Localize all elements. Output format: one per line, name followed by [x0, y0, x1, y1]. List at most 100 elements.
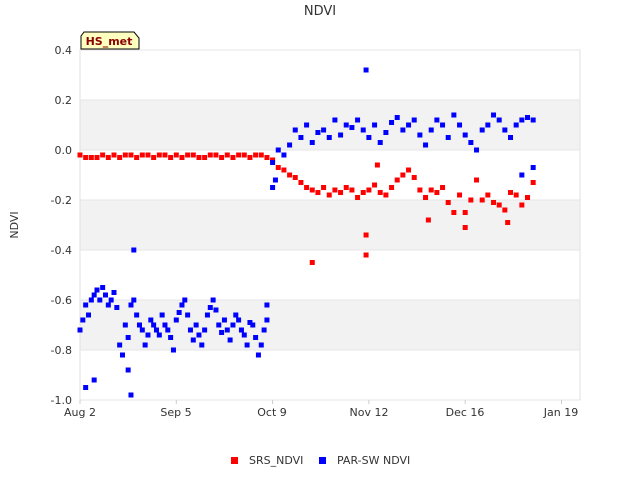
srs-ndvi-point [468, 197, 474, 203]
par-sw-ndvi-point [519, 172, 525, 178]
par-sw-ndvi-point [221, 317, 227, 323]
par-sw-ndvi-point [224, 327, 230, 333]
srs-ndvi-point [128, 152, 134, 158]
srs-ndvi-point [224, 152, 230, 158]
srs-ndvi-point [491, 200, 497, 205]
x-tick-label: Dec 16 [446, 406, 485, 419]
par-sw-ndvi-point [298, 135, 304, 140]
srs-ndvi-point [363, 252, 369, 258]
y-axis-label: NDVI [8, 211, 21, 238]
par-sw-ndvi-point [219, 330, 225, 335]
par-sw-ndvi-point [406, 122, 412, 128]
srs-ndvi-point [292, 175, 298, 180]
par-sw-ndvi-point [213, 307, 219, 313]
srs-ndvi-point [156, 152, 162, 158]
par-sw-ndvi-point [270, 160, 276, 165]
srs-ndvi-point [377, 190, 383, 195]
badge-label: HS_met [86, 35, 133, 48]
par-sw-ndvi-point [247, 320, 253, 325]
par-sw-ndvi-point [241, 332, 247, 338]
par-sw-ndvi-point [275, 147, 281, 153]
par-sw-ndvi-point [148, 317, 154, 323]
par-sw-ndvi-point [105, 302, 111, 308]
srs-ndvi-point [139, 152, 145, 158]
par-sw-ndvi-point [230, 322, 236, 328]
par-sw-ndvi-point [519, 117, 525, 123]
srs-ndvi-point [428, 187, 434, 193]
par-sw-ndvi-point [114, 305, 120, 310]
legend-swatch-srs [231, 457, 238, 464]
srs-ndvi-point [496, 202, 502, 208]
srs-ndvi-point [332, 187, 338, 193]
par-sw-ndvi-point [264, 302, 270, 308]
par-sw-ndvi-point [187, 327, 193, 333]
par-sw-ndvi-point [165, 327, 171, 333]
grid-band [80, 200, 580, 250]
par-sw-ndvi-point [417, 132, 423, 138]
par-sw-ndvi-point [111, 290, 117, 295]
par-sw-ndvi-point [170, 347, 176, 353]
x-tick-label: Nov 12 [350, 406, 389, 419]
par-sw-ndvi-point [176, 310, 182, 315]
par-sw-ndvi-point [131, 247, 137, 253]
gridlines [80, 49, 580, 401]
par-sw-ndvi-point [139, 327, 145, 333]
srs-ndvi-point [173, 152, 179, 158]
par-sw-ndvi-point [377, 140, 383, 145]
par-sw-ndvi-point [355, 117, 361, 123]
x-tick-label: Jan 19 [543, 406, 578, 419]
par-sw-ndvi-point [281, 152, 287, 158]
par-sw-ndvi-point [162, 322, 168, 328]
legend: SRS_NDVI PAR-SW NDVI [231, 454, 410, 467]
srs-ndvi-point [505, 220, 511, 225]
par-sw-ndvi-point [128, 392, 134, 398]
par-sw-ndvi-point [343, 122, 349, 128]
par-sw-ndvi-point [496, 117, 502, 123]
par-sw-ndvi-point [168, 335, 174, 340]
data-points [77, 67, 536, 398]
par-sw-ndvi-point [153, 327, 159, 333]
par-sw-ndvi-point [400, 127, 406, 133]
y-axis: 0.4 0.2 0.0 -0.2 -0.4 -0.6 -0.8 -1.0 [51, 44, 72, 407]
srs-ndvi-point [425, 217, 431, 223]
y-tick-label: -0.6 [51, 294, 72, 307]
srs-ndvi-point [423, 195, 429, 200]
par-sw-ndvi-point [91, 292, 97, 298]
srs-ndvi-point [83, 155, 89, 160]
par-sw-ndvi-point [207, 305, 213, 310]
par-sw-ndvi-point [394, 115, 400, 120]
par-sw-ndvi-point [513, 122, 519, 128]
srs-ndvi-point [389, 185, 395, 190]
srs-ndvi-point [508, 190, 514, 195]
x-tick-label: Aug 2 [64, 406, 96, 419]
par-sw-ndvi-point [491, 112, 497, 118]
par-sw-ndvi-point [125, 367, 131, 373]
srs-ndvi-point [411, 175, 417, 180]
x-tick-label: Sep 5 [160, 406, 191, 419]
par-sw-ndvi-point [485, 122, 491, 128]
srs-ndvi-point [462, 225, 468, 230]
par-sw-ndvi-point [349, 125, 355, 130]
station-badge: HS_met [80, 31, 140, 50]
badge-shape [80, 31, 140, 50]
srs-ndvi-point [253, 152, 259, 158]
par-sw-ndvi-point [445, 135, 451, 140]
par-sw-ndvi-point [151, 322, 157, 328]
srs-ndvi-point [196, 155, 202, 160]
srs-ndvi-point [440, 185, 446, 190]
srs-ndvi-point [479, 197, 485, 203]
par-sw-ndvi-point [128, 302, 134, 308]
par-sw-ndvi-point [366, 135, 372, 140]
par-sw-ndvi-point [134, 312, 140, 318]
par-sw-ndvi-point [338, 132, 344, 138]
par-sw-ndvi-point [525, 115, 531, 120]
x-tick-label: Oct 9 [257, 406, 287, 419]
par-sw-ndvi-point [372, 122, 378, 128]
srs-ndvi-point [298, 180, 304, 185]
par-sw-ndvi-point [479, 127, 485, 133]
srs-ndvi-point [530, 180, 536, 185]
y-tick-label: 0.4 [55, 44, 73, 57]
srs-ndvi-point [519, 202, 525, 208]
